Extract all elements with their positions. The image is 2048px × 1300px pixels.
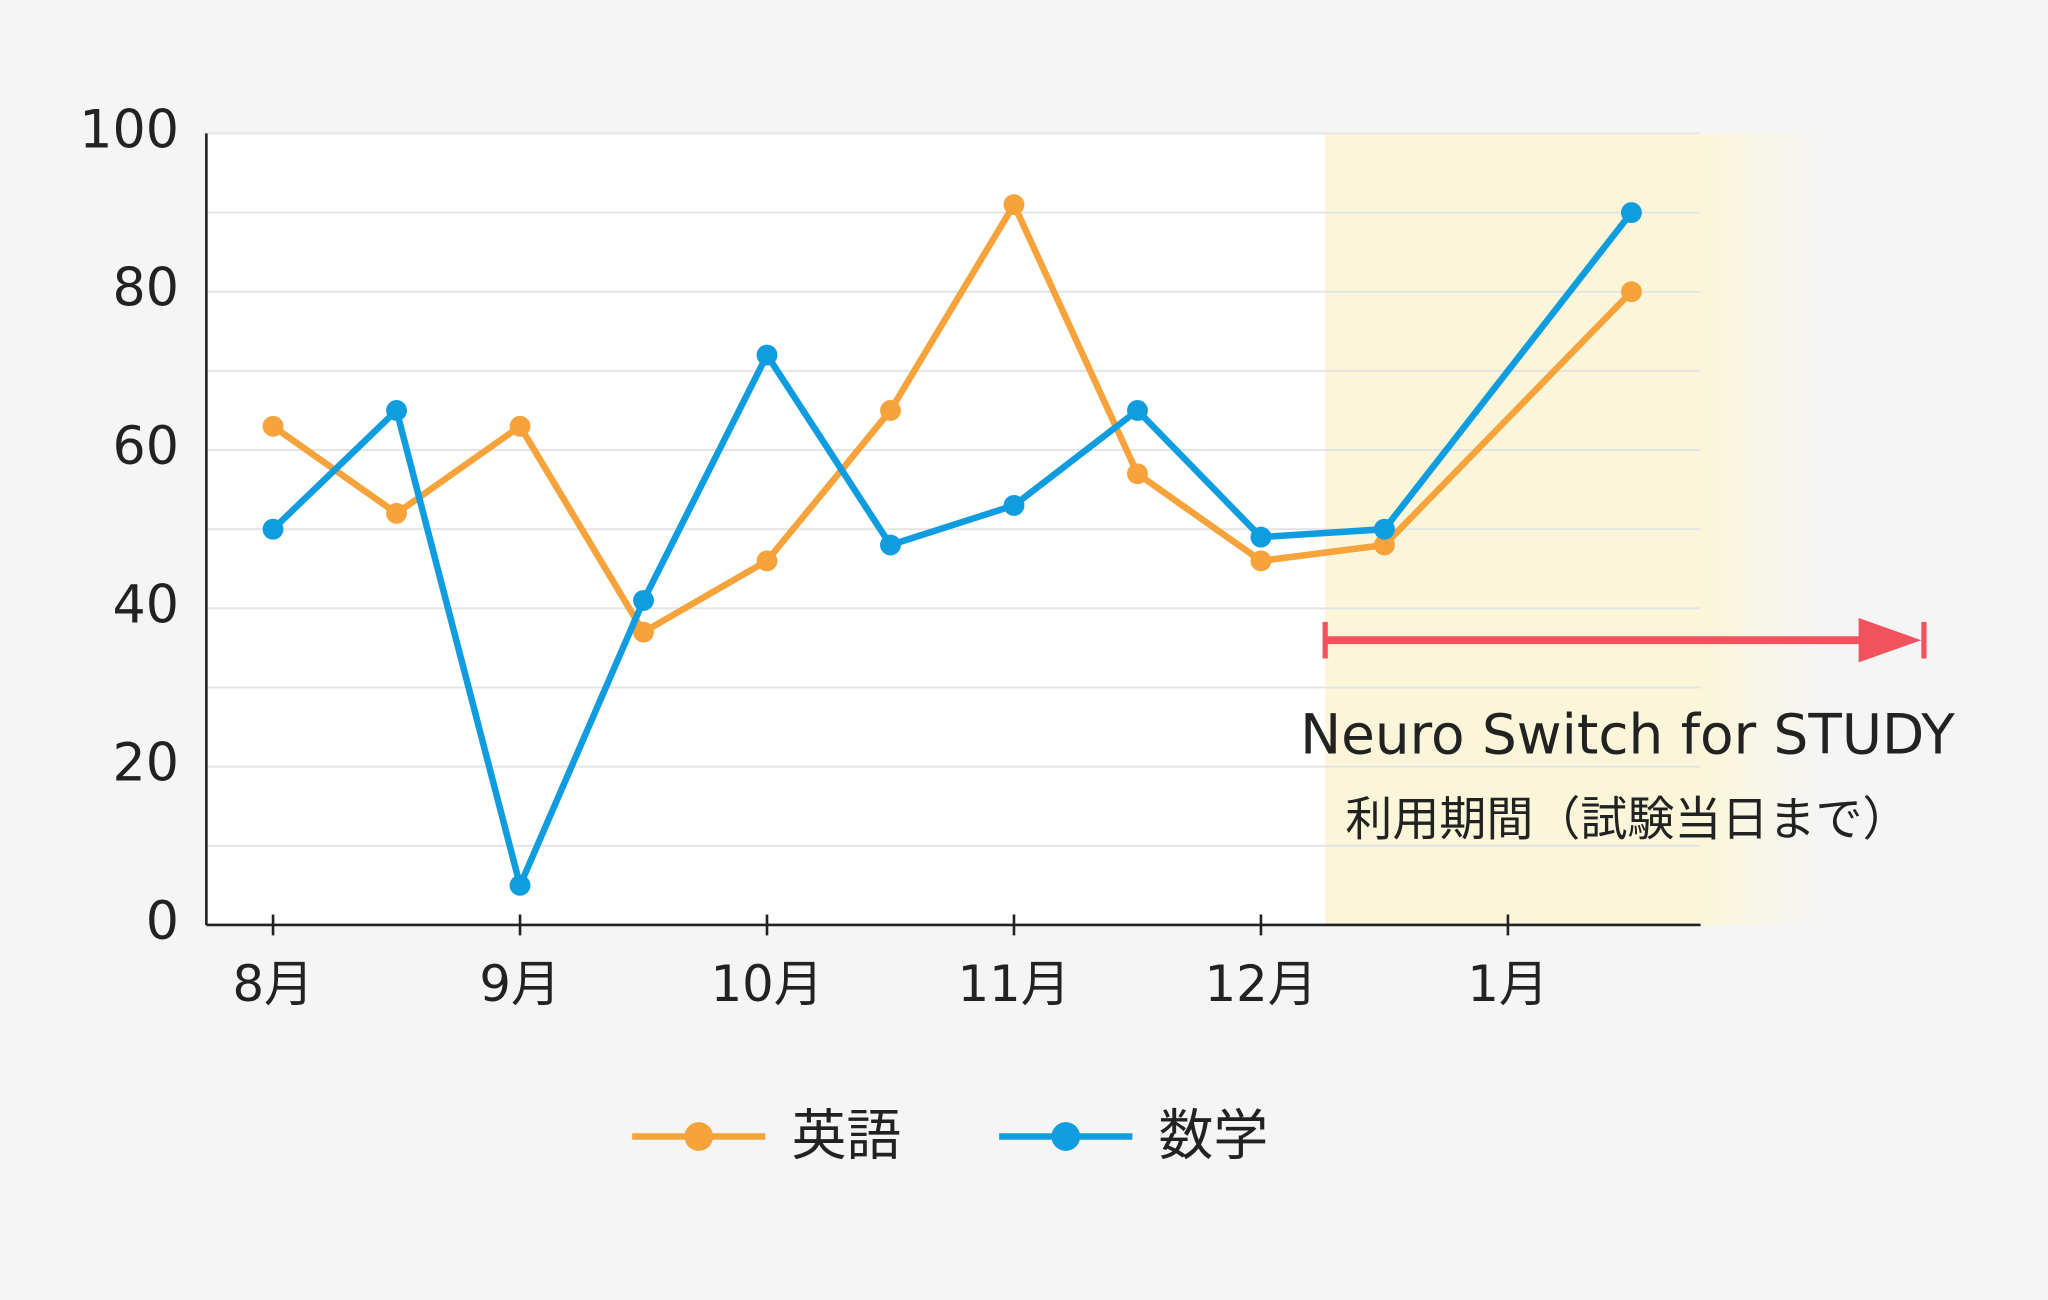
y-tick-label: 0 (146, 892, 179, 952)
y-tick-label: 60 (112, 417, 178, 477)
annotation-text: Neuro Switch for STUDY (1300, 702, 1955, 766)
highlight-fade (1700, 133, 1819, 925)
x-tick-label: 10月 (711, 955, 824, 1013)
data-point (1003, 494, 1025, 516)
data-point (509, 874, 531, 896)
data-point (1620, 202, 1642, 224)
data-point (1620, 281, 1642, 303)
data-point (1127, 463, 1148, 485)
x-tick-label: 8月 (232, 955, 313, 1013)
data-point (1250, 526, 1272, 548)
annotation-arrowhead (1858, 618, 1922, 663)
data-point (262, 518, 284, 540)
data-point (386, 502, 407, 524)
data-point (1250, 550, 1272, 572)
x-tick-label: 12月 (1205, 955, 1318, 1013)
data-point (880, 400, 901, 421)
x-tick-label: 1月 (1467, 955, 1548, 1013)
x-tick-label: 9月 (479, 955, 560, 1013)
legend-label: 数学 (1159, 1103, 1269, 1167)
y-tick-label: 40 (112, 575, 178, 635)
data-point (1003, 194, 1025, 216)
annotation-text: 利用期間（試験当日まで） (1345, 793, 1909, 848)
y-tick-label: 80 (112, 259, 178, 319)
data-point (633, 589, 654, 611)
data-point (756, 344, 778, 366)
data-point (386, 400, 407, 421)
data-point (1373, 518, 1395, 540)
legend-marker (684, 1122, 714, 1151)
data-point (1373, 534, 1395, 556)
data-point (633, 621, 654, 643)
y-tick-label: 100 (79, 100, 179, 160)
x-tick-label: 11月 (958, 955, 1071, 1013)
data-point (880, 534, 901, 556)
data-point (262, 415, 284, 437)
data-point (1127, 400, 1148, 421)
data-point (509, 415, 531, 437)
data-point (756, 550, 778, 572)
legend-marker (1051, 1122, 1081, 1151)
y-tick-label: 20 (112, 734, 178, 794)
legend-label: 英語 (792, 1103, 902, 1167)
